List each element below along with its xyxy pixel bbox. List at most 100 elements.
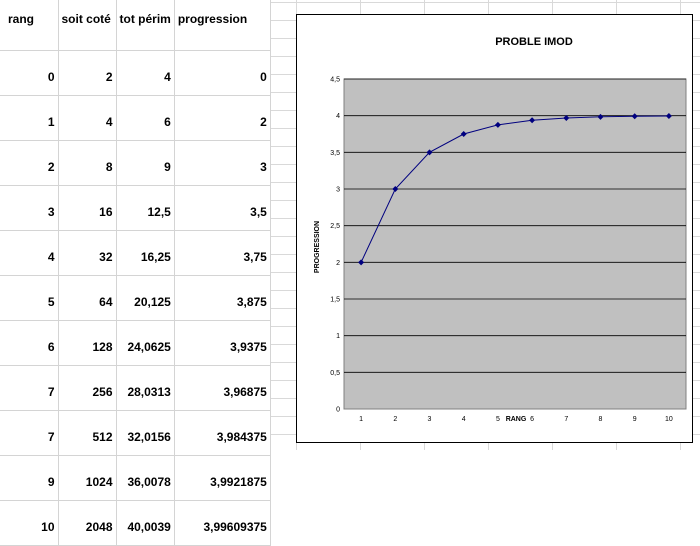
data-point: [426, 149, 433, 156]
data-point: [392, 186, 399, 192]
table-cell[interactable]: 3,96875: [174, 365, 271, 411]
table-cell[interactable]: 4: [116, 50, 175, 96]
table-cell[interactable]: 64: [58, 275, 117, 321]
chart-area[interactable]: PROBLE IMOD 1 2 3 4 5 6 7 8 9 10 0 0,5 1 1,5 2 2,5 3 3,5…: [296, 14, 693, 443]
x-axis-ticks: 1 2 3 4 5 6 7 8 9 10: [359, 416, 673, 423]
x-tick-label: 5: [496, 416, 500, 423]
x-tick-label: 7: [564, 416, 568, 423]
plot-area: [343, 78, 687, 410]
table-cell[interactable]: 0: [174, 50, 271, 96]
header-cell-soit-cote[interactable]: soit coté: [58, 0, 117, 51]
table-cell[interactable]: 128: [58, 320, 117, 366]
y-tick-label: 0,5: [330, 370, 340, 377]
table-cell[interactable]: 3,5: [174, 185, 271, 231]
y-tick-label: 4,5: [330, 77, 340, 84]
y-tick-label: 3: [336, 187, 340, 194]
table-row: 10 2048 40,0039 3,99609375: [0, 500, 271, 546]
header-row: rang soit coté tot périm progression: [0, 0, 271, 51]
table-cell[interactable]: 16,25: [116, 230, 175, 276]
x-tick-label: 10: [665, 416, 673, 423]
series-points: [358, 112, 672, 266]
line-chart: PROBLE IMOD 1 2 3 4 5 6 7 8 9 10 0 0,5 1 1,5 2 2,5 3 3,5…: [314, 36, 687, 423]
table-cell[interactable]: 3: [174, 140, 271, 186]
table-cell[interactable]: 2048: [58, 500, 117, 546]
table-cell[interactable]: 3,99609375: [174, 500, 271, 546]
data-point: [460, 131, 467, 137]
header-cell-tot-perim[interactable]: tot périm: [116, 0, 175, 51]
header-cell-rang[interactable]: rang: [0, 0, 59, 51]
y-axis-label: PROGRESSION: [314, 221, 321, 273]
data-point: [597, 113, 604, 120]
table-cell[interactable]: 9: [116, 140, 175, 186]
table-cell[interactable]: 40,0039: [116, 500, 175, 546]
table-cell[interactable]: 36,0078: [116, 455, 175, 501]
table-cell[interactable]: 1: [0, 95, 59, 141]
y-tick-label: 1: [336, 333, 340, 340]
data-point: [358, 259, 365, 266]
x-tick-label: 3: [428, 416, 432, 423]
table-cell[interactable]: 1024: [58, 455, 117, 501]
table-cell[interactable]: 8: [58, 140, 117, 186]
table-cell[interactable]: 9: [0, 455, 59, 501]
table-cell[interactable]: 24,0625: [116, 320, 175, 366]
chart-title: PROBLE IMOD: [495, 36, 573, 48]
x-tick-label: 8: [599, 416, 603, 423]
table-row: 4 32 16,25 3,75: [0, 230, 271, 276]
table-cell[interactable]: 5: [0, 275, 59, 321]
y-tick-label: 0: [336, 407, 340, 414]
table-cell[interactable]: 4: [58, 95, 117, 141]
table-row: 6 128 24,0625 3,9375: [0, 320, 271, 366]
table-row: 5 64 20,125 3,875: [0, 275, 271, 321]
table-row: 3 16 12,5 3,5: [0, 185, 271, 231]
x-axis-label: RANG: [506, 416, 527, 423]
table-cell[interactable]: 4: [0, 230, 59, 276]
x-tick-label: 4: [462, 416, 466, 423]
y-gridlines: [344, 78, 686, 373]
table-cell[interactable]: 7: [0, 365, 59, 411]
table-cell[interactable]: 7: [0, 410, 59, 456]
data-point: [631, 113, 638, 120]
table-cell[interactable]: 3,9921875: [174, 455, 271, 501]
table-cell[interactable]: 20,125: [116, 275, 175, 321]
table-cell[interactable]: 2: [174, 95, 271, 141]
table-cell[interactable]: 2: [0, 140, 59, 186]
x-tick-label: 1: [359, 416, 363, 423]
table-cell[interactable]: 6: [116, 95, 175, 141]
x-tick-label: 9: [633, 416, 637, 423]
table-cell[interactable]: 512: [58, 410, 117, 456]
table-cell[interactable]: 3: [0, 185, 59, 231]
table-cell[interactable]: 3,984375: [174, 410, 271, 456]
y-tick-label: 1,5: [330, 297, 340, 304]
x-tick-label: 2: [393, 416, 397, 423]
table-cell[interactable]: 3,75: [174, 230, 271, 276]
table-cell[interactable]: 0: [0, 50, 59, 96]
y-tick-label: 2,5: [330, 223, 340, 230]
table-cell[interactable]: 12,5: [116, 185, 175, 231]
table-cell[interactable]: 32,0156: [116, 410, 175, 456]
table-cell[interactable]: 28,0313: [116, 365, 175, 411]
y-tick-label: 3,5: [330, 150, 340, 157]
table-cell[interactable]: 256: [58, 365, 117, 411]
y-tick-label: 2: [336, 260, 340, 267]
table-cell[interactable]: 16: [58, 185, 117, 231]
table-cell[interactable]: 3,875: [174, 275, 271, 321]
series-line: [360, 115, 669, 263]
y-axis-ticks: 0 0,5 1 1,5 2 2,5 3 3,5 4 4,5: [330, 77, 340, 414]
data-point: [529, 117, 536, 124]
data-point: [665, 112, 672, 119]
data-point: [563, 114, 570, 121]
table-row: 7 256 28,0313 3,96875: [0, 365, 271, 411]
table-cell[interactable]: 10: [0, 500, 59, 546]
header-cell-progression[interactable]: progression: [174, 0, 271, 51]
table-cell[interactable]: 3,9375: [174, 320, 271, 366]
table-cell[interactable]: 32: [58, 230, 117, 276]
table-cell[interactable]: 2: [58, 50, 117, 96]
table-row: 9 1024 36,0078 3,9921875: [0, 455, 271, 501]
table-row: 7 512 32,0156 3,984375: [0, 410, 271, 456]
table-cell[interactable]: 6: [0, 320, 59, 366]
data-point: [494, 121, 501, 128]
